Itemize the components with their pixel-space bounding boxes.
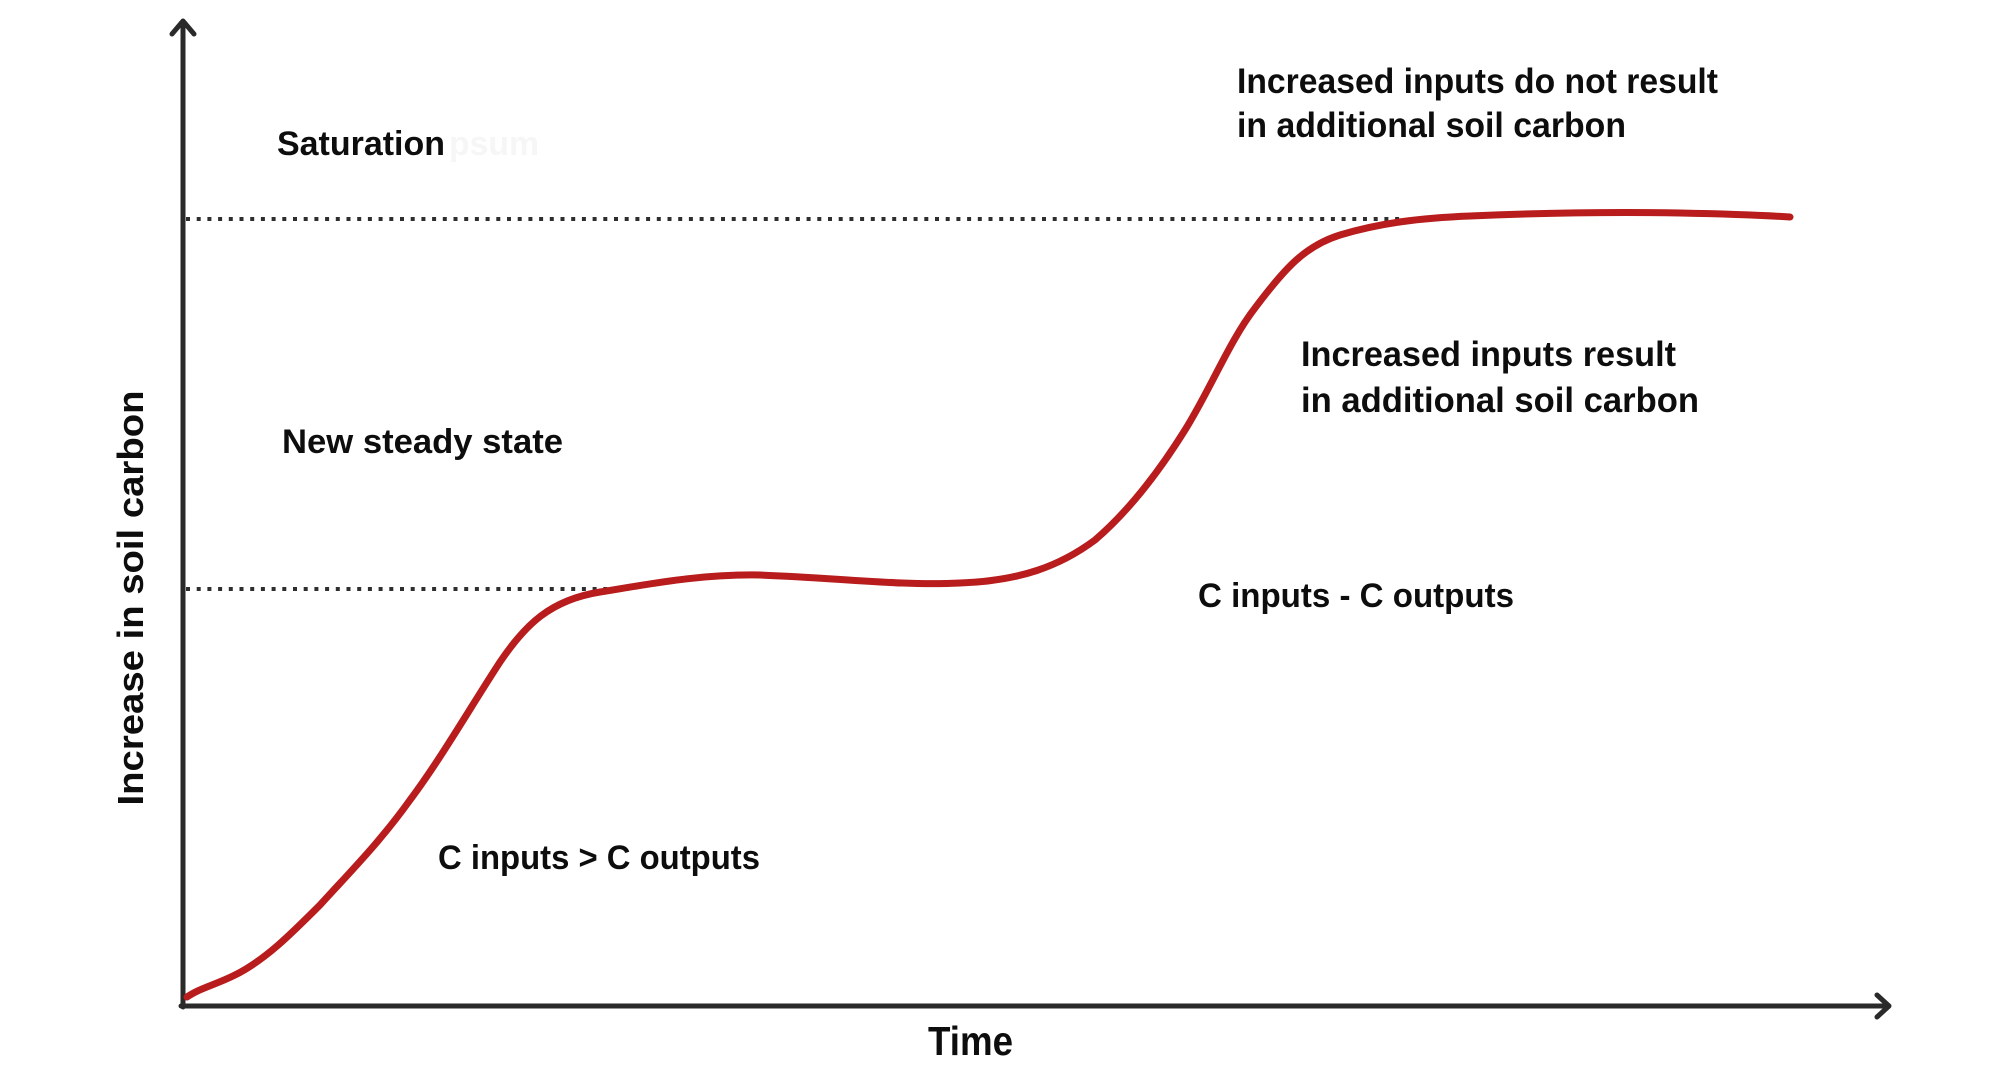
y-axis-label: Increase in soil carbon <box>110 391 151 806</box>
y-axis <box>169 18 197 1010</box>
x-axis <box>178 992 1892 1020</box>
x-axis-label: Time <box>928 1018 1013 1064</box>
increased-inputs-result-label: Increased inputs result in additional so… <box>1301 335 1699 420</box>
increased-inputs-no-result-label: Increased inputs do not result in additi… <box>1237 62 1718 145</box>
saturation-label: Saturation <box>277 125 445 163</box>
increased-inputs-no-result-line1: Increased inputs do not result <box>1237 62 1718 101</box>
inputs-equal-label: C inputs - C outputs <box>1198 577 1514 615</box>
soil-carbon-curve <box>183 209 1794 1001</box>
x-axis-arrow-icon <box>1874 992 1892 1020</box>
increased-inputs-result-line1: Increased inputs result <box>1301 335 1676 374</box>
inputs-greater-label: C inputs > C outputs <box>438 839 760 877</box>
saturation-ghost-text: psum <box>449 125 539 163</box>
increased-inputs-no-result-line2: in additional soil carbon <box>1237 106 1626 145</box>
increased-inputs-result-line2: in additional soil carbon <box>1301 381 1699 420</box>
new-steady-state-label: New steady state <box>282 423 563 461</box>
y-axis-arrow-icon <box>169 18 197 37</box>
